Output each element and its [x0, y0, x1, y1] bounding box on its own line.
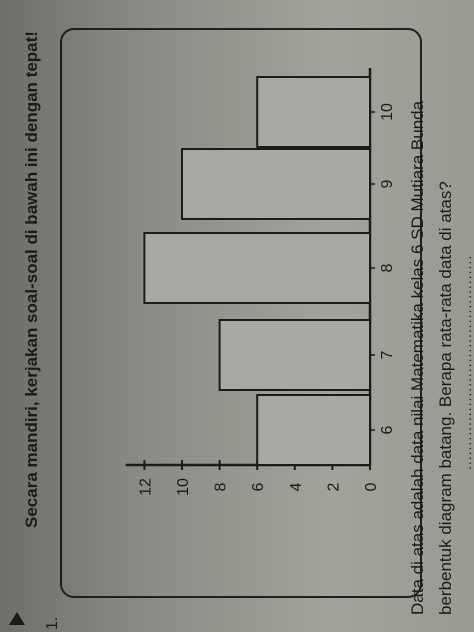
bar: [256, 394, 372, 466]
y-tick-label: 8: [213, 482, 230, 491]
bar: [181, 148, 371, 220]
x-tick-label: 9: [379, 179, 396, 188]
bar: [218, 319, 371, 391]
y-tick-label: 6: [250, 482, 267, 491]
answer-line: ........................................…: [458, 254, 474, 470]
x-tick-label: 6: [379, 425, 396, 434]
bar: [143, 232, 371, 304]
question-text-line-1: Data di atas adalah data nilai Matematik…: [408, 100, 427, 615]
x-tick-label: 7: [379, 350, 396, 359]
y-tick-label: 12: [137, 478, 154, 496]
y-tick-label: 0: [363, 482, 380, 491]
y-tick-label: 10: [175, 478, 192, 496]
y-tick-label: 4: [288, 482, 305, 491]
question-text-line-2: berbentuk diagram batang. Berapa rata-ra…: [436, 181, 455, 615]
x-tick-label: 10: [379, 103, 396, 121]
x-tick-label: 8: [379, 263, 396, 272]
chart-frame: [60, 28, 422, 598]
bullet-arrow-icon: [9, 612, 25, 625]
bar: [256, 76, 372, 148]
y-tick-label: 2: [325, 482, 342, 491]
